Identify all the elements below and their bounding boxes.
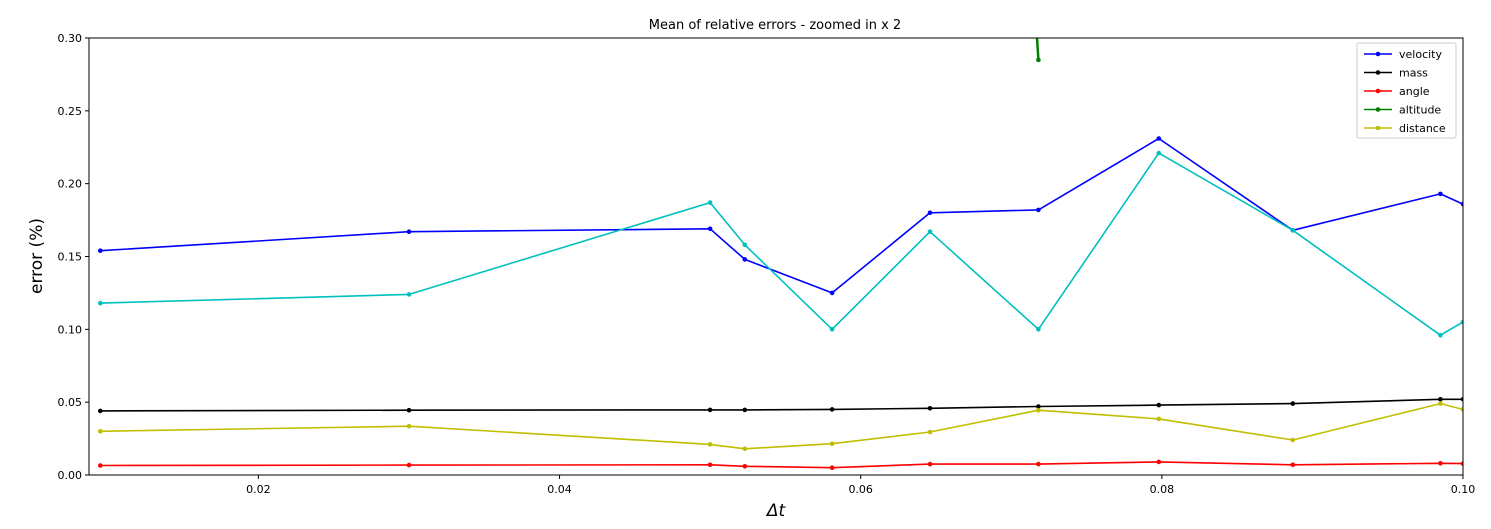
- angle-point: [1460, 461, 1463, 466]
- legend-marker-altitude: [1375, 107, 1381, 112]
- x-tick-label: 0.06: [848, 483, 873, 496]
- distance-point: [406, 423, 412, 429]
- y-tick-label: 0.25: [58, 105, 83, 118]
- angle-point: [742, 464, 748, 469]
- legend-marker-mass: [1375, 70, 1381, 75]
- velocity-line: [100, 137, 1463, 294]
- velocity-point: [1438, 191, 1443, 197]
- altitude-layer: [1035, 38, 1041, 63]
- angle-point: [1438, 461, 1443, 466]
- mass-point: [927, 406, 933, 411]
- mass-point: [1290, 401, 1296, 406]
- mass-point: [742, 407, 748, 413]
- mass-point: [1156, 402, 1162, 408]
- distance-point: [927, 429, 933, 435]
- angle-point: [1290, 462, 1296, 468]
- velocity-point: [1460, 201, 1463, 207]
- velocity-point: [927, 210, 933, 216]
- series-5-point: [1460, 319, 1463, 325]
- series-5-point: [742, 242, 748, 248]
- mass-point: [1036, 404, 1041, 409]
- velocity-point: [1036, 207, 1041, 213]
- legend-label-altitude: altitude: [1399, 104, 1441, 117]
- series-5-point: [1036, 327, 1041, 332]
- mass-point: [707, 407, 713, 413]
- distance-point: [1156, 416, 1162, 422]
- velocity-point: [406, 229, 412, 234]
- angle-point: [1036, 461, 1041, 467]
- series-5-point: [707, 200, 713, 205]
- series-5-point: [927, 229, 933, 234]
- x-tick-label: 0.10: [1451, 483, 1476, 496]
- distance-point: [707, 442, 713, 447]
- x-axis-title: Δt: [765, 501, 787, 521]
- legend: velocity mass angle altitude distance: [1356, 42, 1457, 139]
- legend-marker-distance: [1375, 125, 1381, 131]
- distance-point: [1460, 407, 1463, 412]
- legend-frame: [1356, 42, 1457, 139]
- x-tick-label: 0.02: [246, 483, 271, 496]
- y-axis-title: error (%): [27, 218, 47, 294]
- mass-point: [829, 407, 835, 412]
- chart-title: Mean of relative errors - zoomed in x 2: [649, 18, 901, 33]
- y-axis: 0.00 0.05 0.10 0.15 0.20 0.25 0.30: [58, 32, 89, 482]
- mass-point: [1438, 397, 1443, 402]
- series-5-point: [1290, 228, 1296, 233]
- angle-point: [707, 462, 713, 468]
- distance-point: [98, 429, 103, 434]
- legend-label-angle: angle: [1399, 85, 1430, 98]
- angle-point: [927, 461, 933, 467]
- y-tick-label: 0.00: [58, 469, 83, 482]
- legend-label-velocity: velocity: [1399, 48, 1442, 61]
- x-tick-label: 0.04: [547, 483, 572, 496]
- y-tick-label: 0.15: [58, 251, 83, 264]
- altitude-point: [1036, 57, 1041, 63]
- mass-point: [1460, 397, 1463, 402]
- legend-label-mass: mass: [1399, 67, 1428, 80]
- series-layer: [98, 136, 1463, 471]
- distance-point: [742, 446, 748, 452]
- distance-point: [1036, 407, 1041, 413]
- y-tick-label: 0.20: [58, 178, 83, 191]
- legend-label-distance: distance: [1399, 122, 1446, 135]
- distance-point: [1438, 401, 1443, 406]
- y-tick-label: 0.30: [58, 32, 83, 45]
- mass-line: [100, 398, 1463, 412]
- legend-marker-velocity: [1375, 51, 1381, 57]
- altitude-line: [1035, 38, 1040, 60]
- velocity-point: [707, 226, 713, 232]
- series-5-line: [100, 152, 1463, 337]
- series-5-point: [1438, 332, 1443, 338]
- series-5-point: [406, 292, 412, 297]
- series-5-point: [1156, 150, 1162, 156]
- mass-point: [98, 408, 103, 414]
- angle-point: [98, 463, 103, 468]
- distance-point: [829, 441, 835, 447]
- x-axis: 0.02 0.04 0.06 0.08 0.10: [246, 475, 1475, 496]
- angle-point: [829, 465, 835, 471]
- velocity-point: [98, 248, 103, 253]
- series-5-point: [829, 327, 835, 332]
- angle-point: [1156, 459, 1162, 465]
- legend-marker-angle: [1375, 88, 1381, 94]
- velocity-point: [1156, 136, 1162, 141]
- velocity-point: [829, 290, 835, 296]
- mass-point: [406, 407, 412, 413]
- angle-point: [406, 462, 412, 468]
- x-tick-label: 0.08: [1150, 483, 1175, 496]
- series-5-point: [98, 300, 103, 306]
- angle-line: [100, 461, 1463, 469]
- distance-point: [1290, 437, 1296, 443]
- y-tick-label: 0.05: [58, 396, 83, 409]
- velocity-point: [742, 257, 748, 262]
- y-tick-label: 0.10: [58, 323, 83, 336]
